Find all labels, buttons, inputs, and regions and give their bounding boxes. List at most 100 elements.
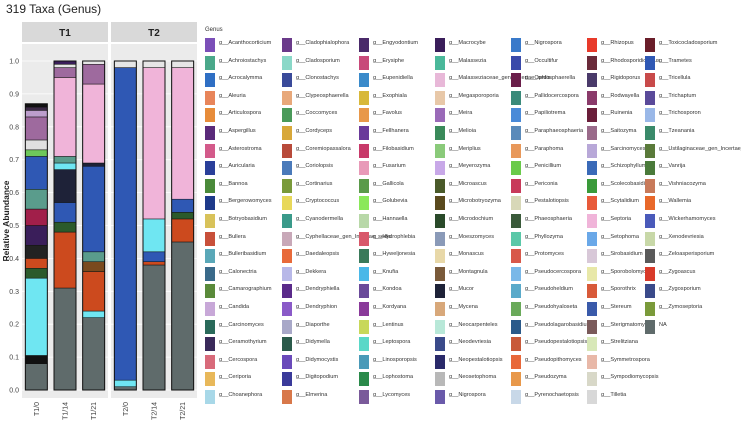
legend-label: g__Setophoma <box>601 233 639 240</box>
legend-item: g__Trametes <box>645 55 741 71</box>
bar-segment <box>53 64 77 68</box>
legend-item: g__Calonectria <box>205 266 355 282</box>
legend-swatch <box>205 319 215 334</box>
legend-swatch <box>587 231 597 246</box>
legend-swatch <box>511 319 521 334</box>
legend-label: g__Rhizopus <box>601 40 634 46</box>
legend-item: g__Pseudolagarobasidium <box>511 319 661 335</box>
bar-segment <box>82 251 105 262</box>
legend-label: g__Dendryphiella <box>296 286 340 293</box>
legend-label: g__Nigrospora <box>449 392 486 398</box>
legend-label: g__Rodwayella <box>601 92 640 99</box>
legend-item: g__Periconia <box>511 178 661 194</box>
legend-item: g__Diaporthe <box>282 319 432 335</box>
legend-label: g__Sirobasidium <box>601 251 643 258</box>
legend-item: g__Wallemia <box>645 195 741 211</box>
legend-label: g__Sarcinomyces <box>601 145 646 152</box>
legend-label: g__Articulospora <box>219 110 261 117</box>
legend-label: g__Microdochium <box>449 216 494 222</box>
legend-item: g__Digitopodium <box>282 371 432 387</box>
legend-swatch <box>359 214 369 228</box>
legend-swatch <box>435 249 445 264</box>
legend-swatch <box>645 178 655 193</box>
legend-label: g__Cladophialophora <box>296 40 350 46</box>
legend-item: g__Papiliotrema <box>511 107 661 123</box>
legend-label: g__Xenodevriesia <box>659 233 704 240</box>
legend-swatch <box>282 231 292 246</box>
chart-title: 319 Taxa (Genus) <box>6 2 102 16</box>
legend-swatch <box>511 284 521 299</box>
legend-item: g__Elmerina <box>282 389 432 405</box>
legend-swatch <box>587 55 597 70</box>
legend-item: g__Montagnula <box>435 266 585 282</box>
legend-item: g__Sarcinomyces <box>587 143 737 159</box>
legend-swatch <box>435 231 445 246</box>
legend-swatch <box>282 266 292 281</box>
legend-item: g__Neocarpenteles <box>435 319 585 335</box>
bar-segment <box>82 166 105 253</box>
legend-item: g__Dendryphion <box>282 301 432 317</box>
legend-label: g__Paraphaeosphaeria <box>525 128 584 134</box>
legend-label: g__Botryobasidium <box>219 216 267 222</box>
legend-item: g__Candida <box>205 301 355 317</box>
legend-item: g__Toxicocladosporium <box>645 37 741 53</box>
legend-swatch <box>282 73 292 88</box>
legend-label: g__Periconia <box>525 180 558 187</box>
legend-item: g__Lophostoma <box>359 371 509 387</box>
bar-segment <box>25 156 48 190</box>
legend-swatch <box>205 126 215 140</box>
legend-swatch <box>205 161 215 176</box>
legend-item: g__Malasseziaceae_gen_Incertae_sedis <box>435 72 585 88</box>
legend-swatch <box>359 196 369 211</box>
legend-swatch <box>587 108 597 123</box>
legend-swatch <box>205 90 215 105</box>
legend-swatch <box>645 266 655 281</box>
legend-label: g__Vishniacozyma <box>659 180 706 187</box>
legend-item: g__Hannaella <box>359 213 509 229</box>
legend-swatch <box>511 108 521 123</box>
legend-swatch <box>435 196 445 211</box>
bar-segment <box>82 261 105 272</box>
legend-label: g__Zygosporium <box>659 286 701 293</box>
legend-label: g__Trichaptum <box>659 92 697 99</box>
legend-swatch <box>205 372 215 387</box>
legend-swatch <box>645 90 655 105</box>
legend-swatch <box>511 302 521 316</box>
legend-swatch <box>359 38 369 52</box>
legend-label: g__Tricellula <box>659 75 691 82</box>
legend-swatch <box>282 354 292 369</box>
legend-label: g__Microbotryozyma <box>449 198 501 205</box>
bar-outline <box>171 60 195 391</box>
legend-swatch <box>645 249 655 264</box>
legend-label: g__Choanephora <box>219 392 263 398</box>
bar-segment <box>82 317 105 391</box>
legend-item: g__Ustilaginaceae_gen_Incertae_sedis <box>645 143 741 159</box>
legend-swatch <box>205 55 215 70</box>
legend-item: g__Meira <box>435 107 585 123</box>
legend-label: g__Monascus <box>449 251 484 258</box>
legend-label: g__Linosporopsis <box>373 356 417 363</box>
legend-item: g__Ophiosphaerella <box>511 72 661 88</box>
legend-label: g__Sporobolomyces <box>601 268 652 275</box>
bar-segment <box>142 264 166 391</box>
bar-segment <box>114 60 137 68</box>
legend-label: g__Neodevriesia <box>449 339 491 346</box>
legend-label: g__Bannoa <box>219 180 248 187</box>
legend-item: g__Acanthocorticium <box>205 37 355 53</box>
bar-segment <box>82 162 105 167</box>
legend-item: g__Leptospora <box>359 336 509 352</box>
legend-label: g__Meyerozyma <box>449 163 491 170</box>
legend-swatch <box>282 319 292 334</box>
bar-segment <box>142 67 166 220</box>
legend-swatch <box>435 214 445 228</box>
legend-label: g__Acrocalymma <box>219 75 263 82</box>
legend-item: g__Articulospora <box>205 107 355 123</box>
y-tick-label: 0.5 <box>9 223 19 230</box>
bar-segment <box>25 208 48 226</box>
legend-swatch <box>205 143 215 158</box>
legend-item: g__Auricularia <box>205 160 355 176</box>
legend-item: g__Zygoascus <box>645 266 741 282</box>
legend-item: g__Pseudoheldium <box>511 283 661 299</box>
legend-swatch <box>205 231 215 246</box>
legend-item: g__Dendryphiella <box>282 283 432 299</box>
